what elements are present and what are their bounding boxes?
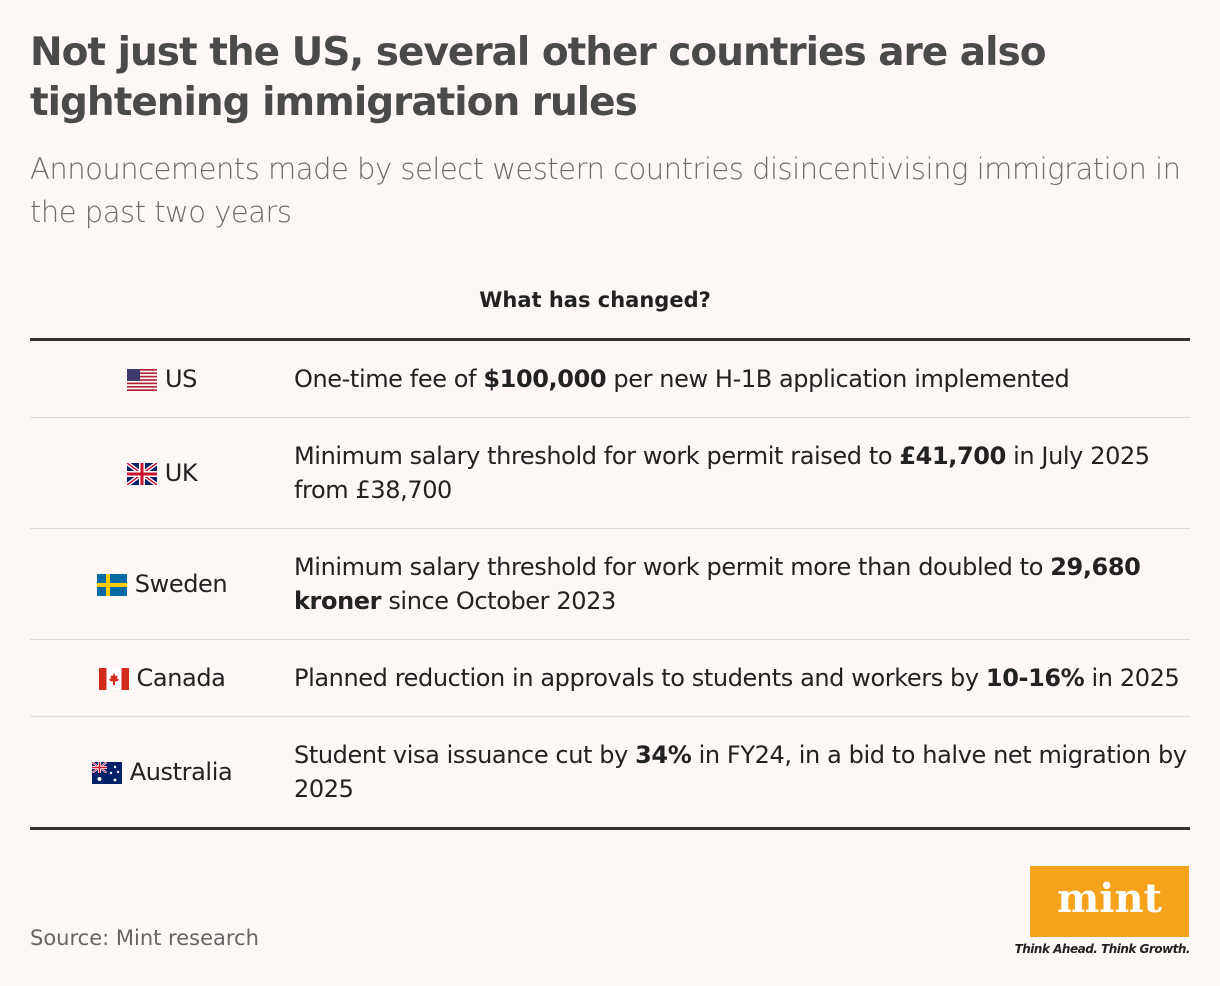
table-row: US One-time fee of $100,000 per new H-1B … xyxy=(30,339,1190,418)
change-text: Minimum salary threshold for work permit… xyxy=(294,553,1051,581)
highlight: £41,700 xyxy=(899,442,1006,470)
change-text: Planned reduction in approvals to studen… xyxy=(294,664,986,692)
tagline: Think Ahead. Think Growth. xyxy=(1014,942,1191,956)
change-cell: Student visa issuance cut by 34% in FY24… xyxy=(294,717,1190,829)
change-cell: Planned reduction in approvals to studen… xyxy=(294,639,1190,717)
country-cell: UK xyxy=(30,417,294,529)
flag xyxy=(126,369,157,391)
subtitle: Announcements made by select western cou… xyxy=(30,152,1181,229)
country-cell: US xyxy=(30,339,294,418)
flag xyxy=(98,668,129,690)
table-row: Canada Planned reduction in approvals to … xyxy=(30,639,1190,717)
change-text: Minimum salary threshold for work permit… xyxy=(294,442,900,470)
title: Not just the US, several other countries… xyxy=(30,30,1047,125)
table-row: UK Minimum salary threshold for work perm… xyxy=(30,417,1190,529)
country-name: Sweden xyxy=(134,570,228,598)
change-cell: Minimum salary threshold for work permit… xyxy=(294,417,1190,529)
country-name: Canada xyxy=(136,664,226,692)
column-header: What has changed? xyxy=(479,288,711,312)
highlight: 29,680 kroner xyxy=(294,553,1141,615)
country-cell: Australia xyxy=(30,717,294,829)
change-cell: One-time fee of $100,000 per new H-1B ap… xyxy=(294,339,1190,418)
country-cell: Canada xyxy=(30,639,294,717)
country-name: Australia xyxy=(129,758,233,786)
change-text: in July 2025 from £38,700 xyxy=(294,442,1150,504)
country-name: US xyxy=(164,365,197,393)
change-text: in 2025 xyxy=(1084,664,1180,692)
country-name: UK xyxy=(164,459,198,487)
change-text: since October 2023 xyxy=(381,587,616,615)
change-text: Student visa issuance cut by xyxy=(294,741,636,769)
change-text: per new H-1B application implemented xyxy=(606,365,1070,393)
source: Source: Mint research xyxy=(30,926,259,950)
change-cell: Minimum salary threshold for work permit… xyxy=(294,528,1190,640)
table-row: Sweden Minimum salary threshold for work … xyxy=(30,528,1190,640)
flag xyxy=(125,461,158,487)
country-cell: Sweden xyxy=(30,528,294,640)
highlight: 10-16% xyxy=(985,664,1085,692)
highlight: 34% xyxy=(635,741,692,769)
flag xyxy=(96,574,127,596)
table: US One-time fee of $100,000 per new H-1B … xyxy=(30,338,1190,830)
change-text: in FY24, in a bid to halve net migration… xyxy=(294,741,1187,803)
logo: mint xyxy=(1030,866,1189,937)
table-row: Australia Student visa issuance cut by 34… xyxy=(30,717,1190,829)
highlight: $100,000 xyxy=(483,365,607,393)
flag xyxy=(91,762,122,784)
change-text: One-time fee of xyxy=(294,365,484,393)
